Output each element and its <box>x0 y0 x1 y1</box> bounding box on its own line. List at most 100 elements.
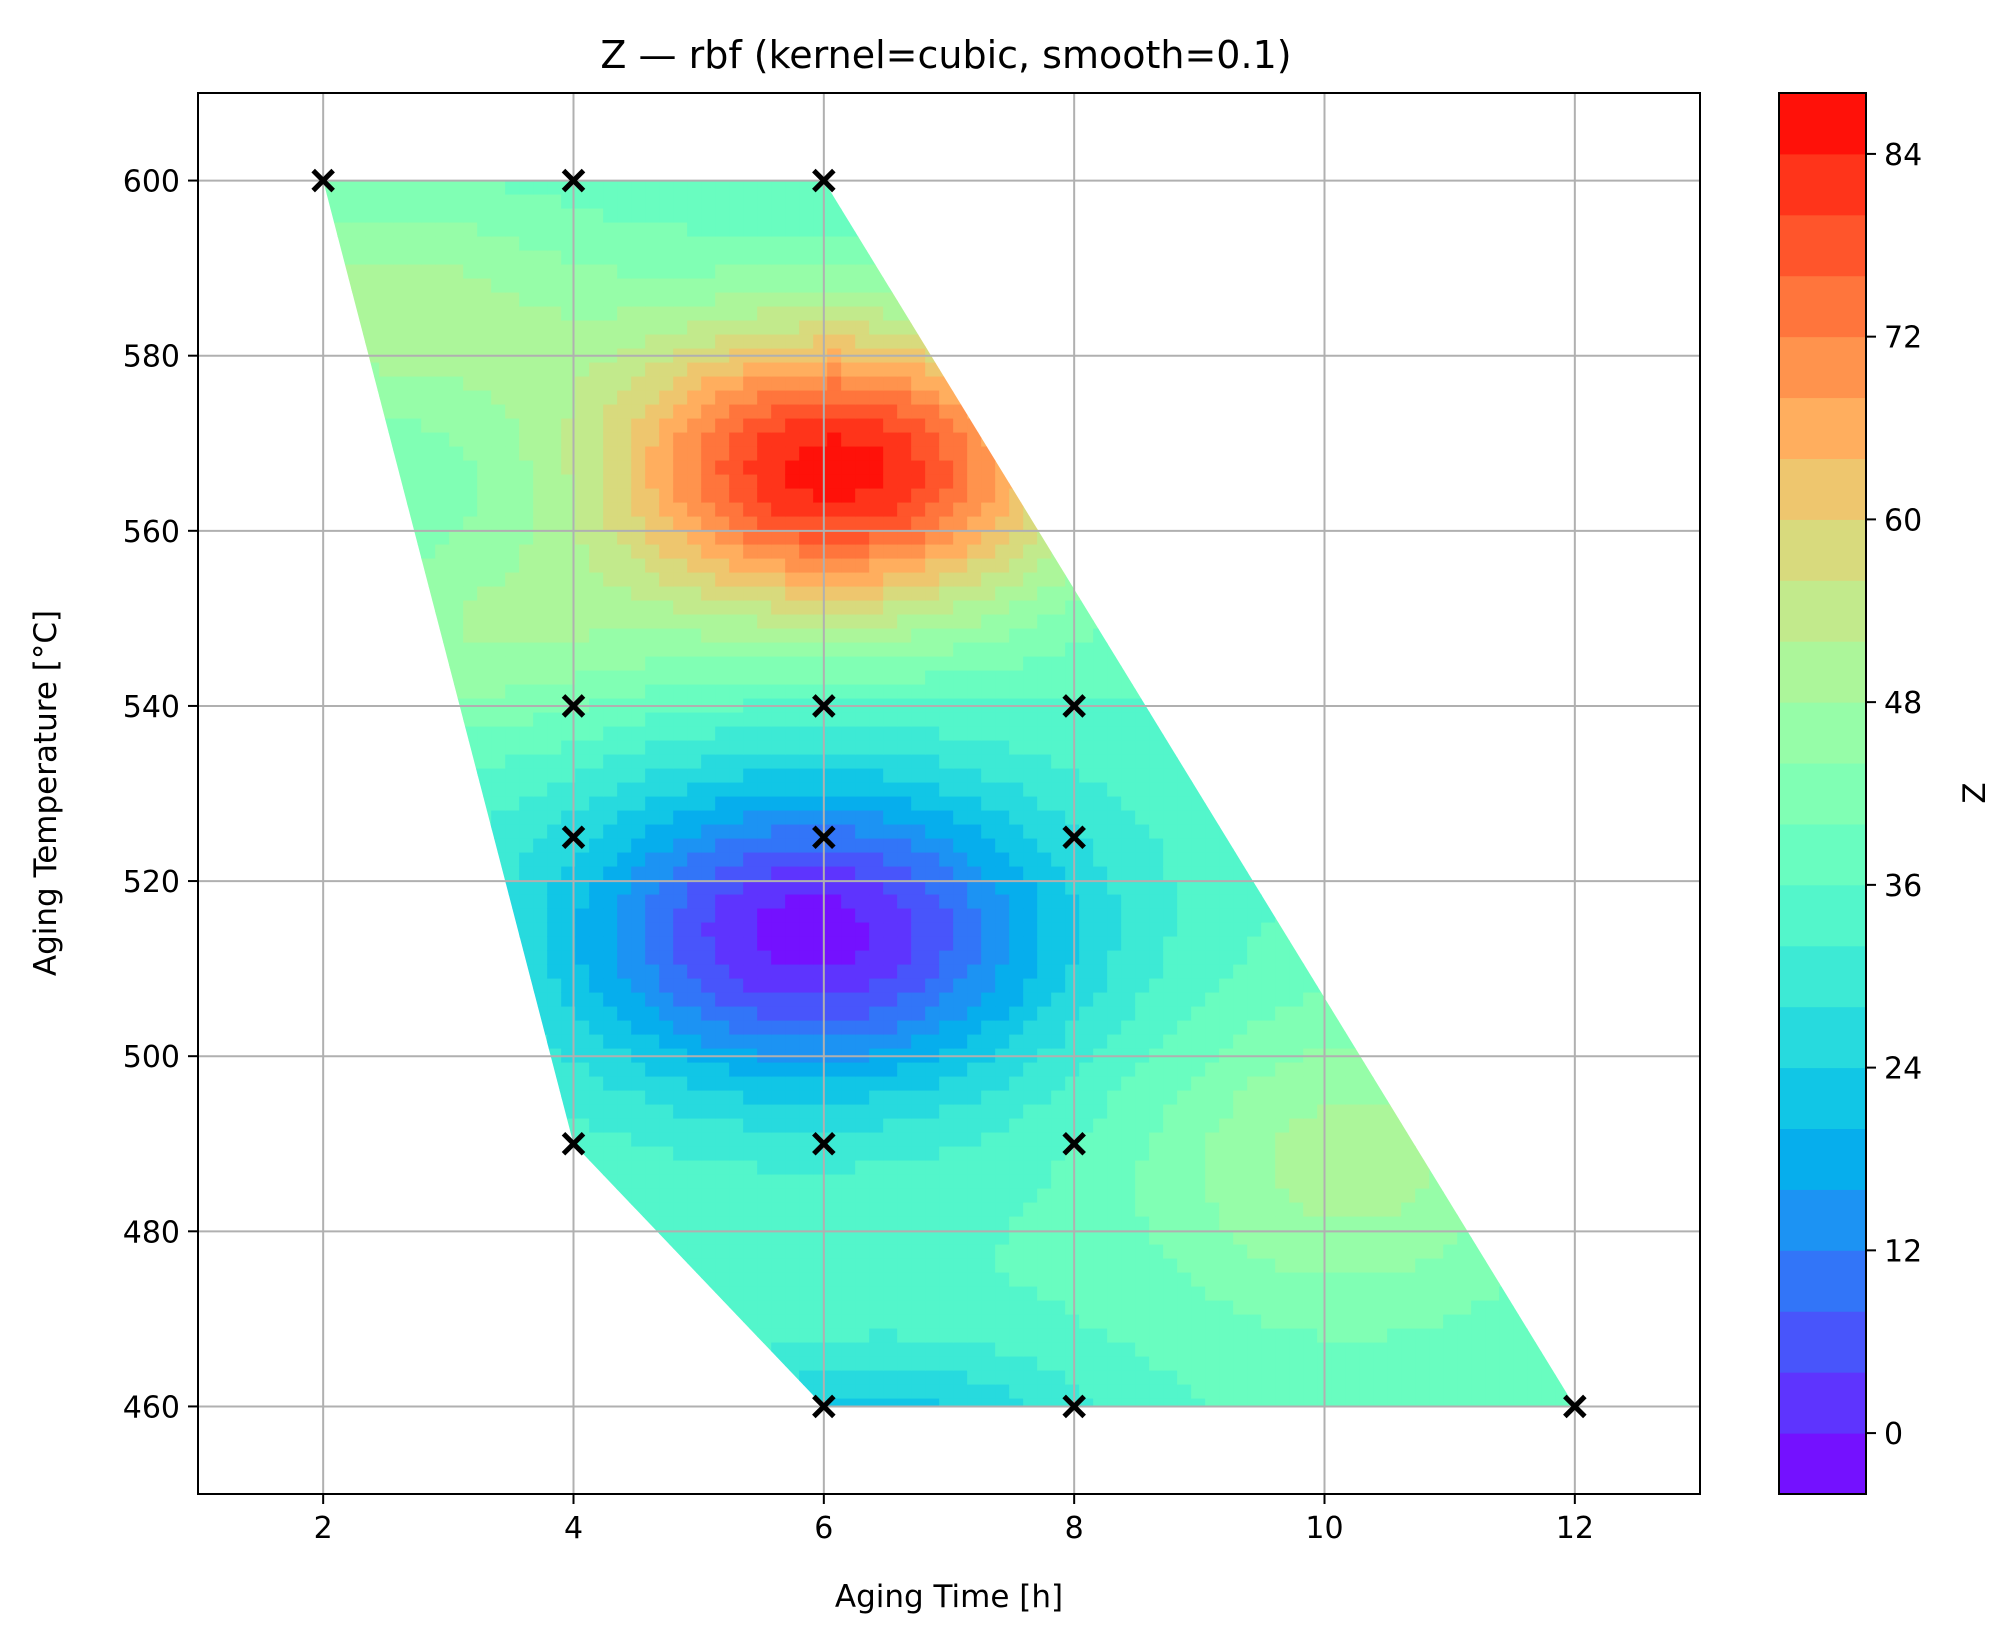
contour-cell <box>449 250 464 266</box>
contour-cell <box>575 768 590 784</box>
contour-cell <box>519 614 534 630</box>
contour-cell <box>953 1020 968 1036</box>
contour-cell <box>631 614 646 630</box>
contour-cell <box>477 1300 492 1316</box>
contour-cell <box>617 1272 632 1288</box>
contour-cell <box>1093 432 1108 448</box>
contour-cell <box>715 1090 730 1106</box>
contour-cell <box>813 1286 828 1302</box>
contour-cell <box>645 292 660 308</box>
contour-cell <box>757 1314 772 1330</box>
contour-cell <box>687 488 702 504</box>
contour-cell <box>659 250 674 266</box>
contour-cell <box>463 1202 478 1218</box>
contour-cell <box>701 1062 716 1078</box>
contour-cell <box>1079 600 1094 616</box>
contour-cell <box>519 1230 534 1246</box>
contour-cell <box>673 376 688 392</box>
contour-cell <box>883 1118 898 1134</box>
contour-cell <box>505 838 520 854</box>
contour-cell <box>323 376 338 392</box>
contour-cell <box>785 670 800 686</box>
contour-cell <box>1023 656 1038 672</box>
contour-cell <box>757 460 772 476</box>
contour-cell <box>1079 1118 1094 1134</box>
contour-cell <box>869 1328 884 1344</box>
contour-cell <box>323 796 338 812</box>
contour-cell <box>379 1118 394 1134</box>
contour-cell <box>463 544 478 560</box>
contour-cell <box>1037 404 1052 420</box>
contour-cell <box>365 838 380 854</box>
contour-cell <box>827 1006 842 1022</box>
contour-cell <box>687 586 702 602</box>
contour-cell <box>645 376 660 392</box>
contour-cell <box>407 1370 422 1386</box>
contour-cell <box>533 1286 548 1302</box>
contour-cell <box>1065 222 1080 238</box>
contour-cell <box>883 572 898 588</box>
contour-cell <box>1051 796 1066 812</box>
contour-cell <box>463 1356 478 1372</box>
contour-cell <box>505 460 520 476</box>
contour-cell <box>589 1132 604 1148</box>
contour-cell <box>533 264 548 280</box>
contour-cell <box>337 1202 352 1218</box>
contour-cell <box>757 908 772 924</box>
contour-cell <box>379 334 394 350</box>
contour-cell <box>519 488 534 504</box>
contour-cell <box>1051 740 1066 756</box>
contour-cell <box>463 810 478 826</box>
contour-cell <box>379 222 394 238</box>
contour-cell <box>883 642 898 658</box>
contour-cell <box>939 1090 954 1106</box>
contour-cell <box>421 1370 436 1386</box>
contour-cell <box>743 852 758 868</box>
contour-cell <box>1037 768 1052 784</box>
contour-cell <box>547 250 562 266</box>
contour-cell <box>617 404 632 420</box>
contour-cell <box>421 866 436 882</box>
contour-cell <box>575 1216 590 1232</box>
contour-cell <box>673 866 688 882</box>
contour-cell <box>771 852 786 868</box>
contour-cell <box>407 222 422 238</box>
contour-cell <box>813 1090 828 1106</box>
contour-cell <box>869 586 884 602</box>
contour-cell <box>449 1020 464 1036</box>
contour-cell <box>1079 278 1094 294</box>
contour-cell <box>645 712 660 728</box>
contour-cell <box>617 978 632 994</box>
contour-cell <box>757 726 772 742</box>
contour-cell <box>967 1174 982 1190</box>
contour-cell <box>533 1300 548 1316</box>
contour-cell <box>813 474 828 490</box>
contour-cell <box>841 306 856 322</box>
contour-cell <box>925 530 940 546</box>
contour-cell <box>813 936 828 952</box>
contour-cell <box>925 1132 940 1148</box>
contour-cell <box>799 1356 814 1372</box>
contour-cell <box>449 1342 464 1358</box>
contour-cell <box>547 964 562 980</box>
contour-cell <box>393 516 408 532</box>
contour-cell <box>729 852 744 868</box>
contour-cell <box>1051 768 1066 784</box>
contour-cell <box>757 502 772 518</box>
contour-cell <box>491 950 506 966</box>
contour-cell <box>771 894 786 910</box>
contour-cell <box>561 1034 576 1050</box>
contour-cell <box>393 1314 408 1330</box>
contour-cell <box>953 1118 968 1134</box>
contour-cell <box>1023 320 1038 336</box>
contour-cell <box>631 516 646 532</box>
contour-cell <box>757 1146 772 1162</box>
contour-cell <box>393 796 408 812</box>
contour-cell <box>1065 1090 1080 1106</box>
contour-cell <box>337 600 352 616</box>
contour-cell <box>995 782 1010 798</box>
contour-cell <box>365 1244 380 1260</box>
contour-cell <box>365 1300 380 1316</box>
contour-cell <box>813 530 828 546</box>
contour-cell <box>449 474 464 490</box>
